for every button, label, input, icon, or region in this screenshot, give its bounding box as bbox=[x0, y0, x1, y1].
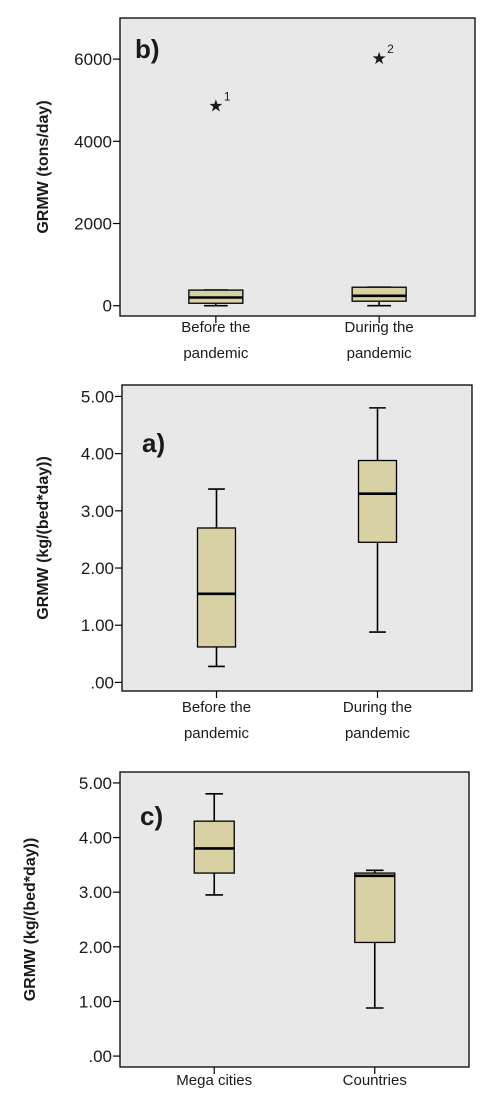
panel-c-svg: .00 1.00 2.00 3.00 4.00 5.00 GRMW (kg/(bed*day… bbox=[22, 771, 470, 1089]
x-category-label: pandemic bbox=[183, 345, 249, 362]
panel-a-chart: .00 1.00 2.00 3.00 4.00 5.00 GRMW (kg/(bed*day… bbox=[0, 370, 503, 750]
y-axis-label: GRMW (tons/day) bbox=[35, 100, 52, 233]
y-axis-label: GRMW (kg/(bed*day)) bbox=[22, 838, 39, 1002]
box bbox=[193, 820, 235, 874]
x-category-label: pandemic bbox=[345, 725, 411, 742]
x-category-label: pandemic bbox=[184, 725, 250, 742]
y-tick-label: 1.00 bbox=[81, 616, 114, 635]
y-tick-label: 4.00 bbox=[79, 829, 112, 848]
y-tick-label: 1.00 bbox=[79, 992, 112, 1011]
y-tick-label: 2000 bbox=[74, 215, 112, 234]
plot-area bbox=[119, 771, 470, 1068]
panel-b-chart: 0 2000 4000 6000 GRMW (tons/day) b) ★ 1 Before t… bbox=[0, 0, 503, 370]
y-tick-label: 3.00 bbox=[81, 502, 114, 521]
x-category-label: Mega cities bbox=[176, 1072, 252, 1089]
x-category-label: During the bbox=[343, 699, 412, 716]
x-category-label: Countries bbox=[343, 1072, 407, 1089]
y-tick-label: 3.00 bbox=[79, 883, 112, 902]
x-category-label: pandemic bbox=[347, 345, 413, 362]
plot-area bbox=[121, 384, 473, 692]
panel-a-svg: .00 1.00 2.00 3.00 4.00 5.00 GRMW (kg/(bed*day… bbox=[35, 384, 473, 742]
outlier-id: 1 bbox=[224, 89, 231, 103]
plot-area bbox=[119, 17, 476, 317]
x-category-label: Before the bbox=[181, 319, 250, 336]
y-axis-label: GRMW (kg/(bed*day)) bbox=[35, 456, 52, 620]
y-tick-label: 0 bbox=[103, 297, 112, 316]
y-tick-label: 6000 bbox=[74, 50, 112, 69]
outlier-marker: ★ bbox=[208, 96, 223, 115]
x-category-label: During the bbox=[345, 319, 414, 336]
y-tick-label: 5.00 bbox=[81, 387, 114, 406]
y-tick-label: 2.00 bbox=[81, 559, 114, 578]
y-tick-label: .00 bbox=[90, 673, 114, 692]
y-tick-label: .00 bbox=[88, 1047, 112, 1066]
box bbox=[351, 286, 407, 302]
y-tick-label: 4000 bbox=[74, 132, 112, 151]
panel-label: a) bbox=[142, 428, 165, 458]
x-category-label: Before the bbox=[182, 699, 251, 716]
box bbox=[196, 527, 237, 648]
y-tick-label: 4.00 bbox=[81, 445, 114, 464]
outlier-id: 2 bbox=[387, 42, 394, 56]
outlier-marker: ★ bbox=[372, 49, 387, 68]
panel-label: c) bbox=[140, 801, 163, 831]
y-tick-label: 2.00 bbox=[79, 938, 112, 957]
box bbox=[354, 872, 396, 944]
panel-label: b) bbox=[135, 34, 160, 64]
box bbox=[357, 459, 398, 543]
panel-c-chart: .00 1.00 2.00 3.00 4.00 5.00 GRMW (kg/(bed*day… bbox=[0, 750, 503, 1099]
y-tick-label: 5.00 bbox=[79, 774, 112, 793]
